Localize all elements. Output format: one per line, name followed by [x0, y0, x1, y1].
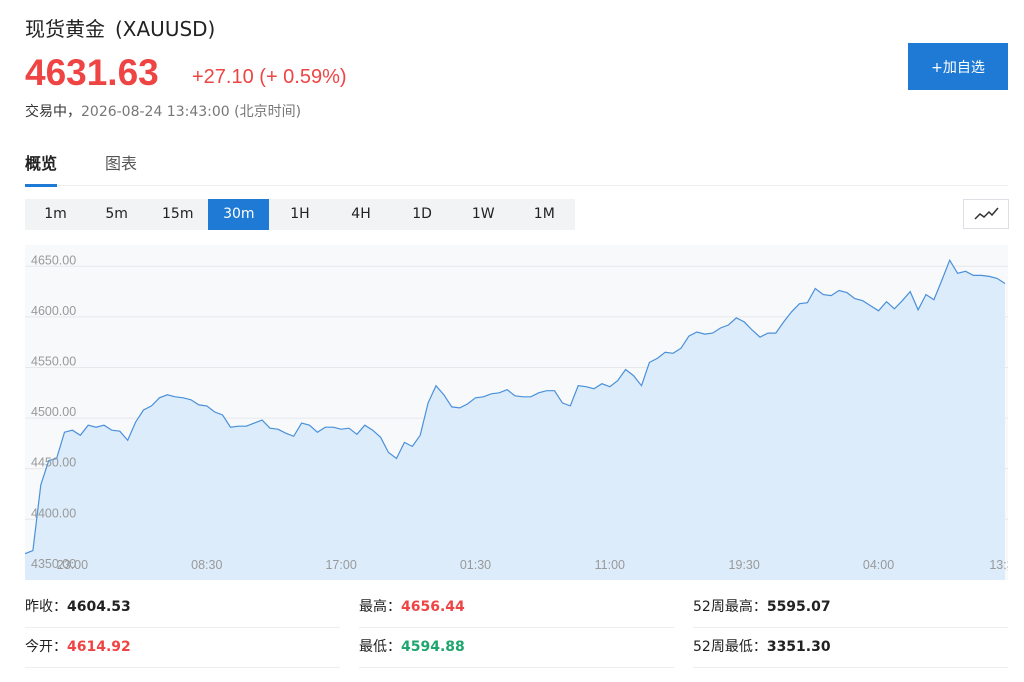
status: 交易中，2026-08-24 13:43:00 (北京时间) — [25, 101, 301, 121]
timeframe-button[interactable]: 30m — [208, 199, 270, 230]
x-tick-label: 01:30 — [460, 558, 491, 572]
stat: 昨收：4604.53 — [25, 587, 340, 628]
x-tick-label: 13:30 — [989, 558, 1008, 572]
x-tick-label: 17:00 — [325, 558, 356, 572]
stat: 今开：4614.92 — [25, 627, 340, 668]
timeframe-button[interactable]: 1m — [44, 206, 67, 222]
stat: 最低：4594.88 — [359, 627, 674, 668]
tabs: 概览 图表 — [25, 150, 1008, 187]
price: 4631.63 — [25, 52, 159, 93]
y-tick-label: 4450.00 — [31, 456, 76, 470]
y-tick-label: 4550.00 — [31, 354, 76, 368]
stat-value: 4604.53 — [67, 599, 131, 615]
x-tick-label: 23:00 — [57, 558, 88, 572]
timeframe-button[interactable]: 1D — [412, 206, 432, 222]
stat-value: 5595.07 — [766, 599, 831, 615]
stat-value: 3351.30 — [766, 639, 831, 655]
price-line — [25, 258, 1006, 555]
time: 2026-08-24 13:43:00 — [81, 104, 230, 120]
stat: 最高：4656.44 — [359, 587, 674, 628]
status-text: 交易中， — [25, 104, 81, 120]
y-tick-label: 4650.00 — [31, 253, 76, 267]
timeframe-button[interactable]: 15m — [162, 206, 194, 222]
add-watchlist-button[interactable]: +加自选 — [908, 43, 1008, 90]
icon-line — [974, 207, 999, 220]
stat-value: 4656.44 — [401, 599, 465, 615]
stat: 52周最高：5595.07 — [693, 587, 1008, 628]
timezone: (北京时间) — [234, 104, 302, 120]
stat-label: 52周最高： — [693, 599, 767, 615]
stat-value: 4614.92 — [67, 639, 131, 655]
timeframes: 1m 5m 15m 30m 1H 4H 1D 1W 1M — [25, 199, 575, 230]
x-tick-label: 11:00 — [595, 558, 625, 572]
stat-value: 4594.88 — [401, 639, 465, 655]
x-tick-label: 08:30 — [191, 558, 222, 572]
y-tick-label: 4500.00 — [31, 405, 76, 419]
timeframe-button[interactable]: 1M — [533, 206, 555, 222]
y-tick-label: 4350.00 — [31, 557, 76, 571]
tab[interactable]: 概览 — [25, 150, 58, 187]
stat-label: 今开： — [25, 639, 67, 655]
chart-type-icon — [974, 207, 999, 220]
stat-label: 52周最低： — [693, 639, 767, 655]
symbol: (XAUUSD) — [115, 17, 216, 41]
area-fill — [25, 260, 1005, 580]
x-tick-label: 04:00 — [863, 558, 894, 572]
stat-label: 最低： — [359, 639, 401, 655]
stat-label: 昨收： — [25, 599, 67, 615]
chart-type-button[interactable] — [963, 199, 1009, 229]
chart-area: 4350.00 4400.00 4450.00 4500.00 4550.00 4600.… — [25, 245, 1008, 580]
chart: 4350.00 4400.00 4450.00 4500.00 4550.00 4600.… — [25, 253, 1008, 580]
y-tick-label: 4400.00 — [31, 506, 76, 520]
name: 现货黄金 — [25, 17, 105, 41]
timeframe-button[interactable]: 1W — [471, 206, 495, 222]
tab[interactable]: 图表 — [105, 154, 138, 173]
timeframe-button[interactable]: 1H — [290, 206, 310, 222]
timeframe-button[interactable]: 5m — [105, 206, 128, 222]
x-tick-label: 19:30 — [729, 558, 760, 572]
y-tick-label: 4600.00 — [31, 304, 76, 318]
change: +27.10 (+ 0.59%) — [192, 66, 347, 88]
title: 现货黄金 (XAUUSD) — [25, 13, 225, 42]
stat: 52周最低：3351.30 — [693, 627, 1008, 668]
stat-label: 最高： — [359, 599, 401, 615]
timeframe-button[interactable]: 4H — [351, 206, 371, 222]
